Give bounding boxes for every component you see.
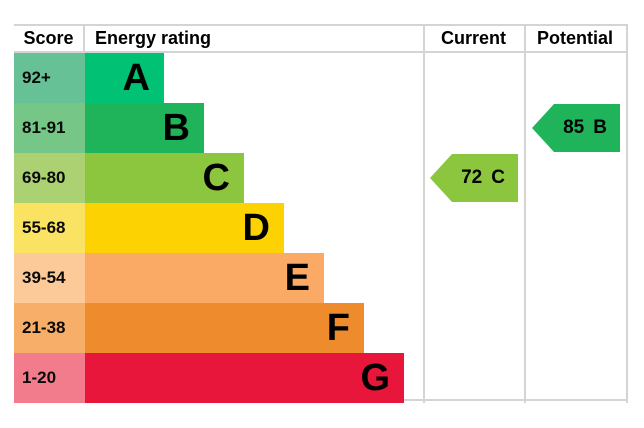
table-right-border (626, 26, 628, 403)
current-rating-value: 72 (461, 167, 483, 188)
band-row-E: 39-54 E (14, 253, 628, 303)
band-bar-C: C (85, 153, 244, 203)
score-range-B: 81-91 (14, 103, 85, 153)
band-bar-A: A (85, 53, 164, 103)
band-bar-B: B (85, 103, 204, 153)
current-rating-letter: C (491, 167, 505, 188)
band-row-D: 55-68 D (14, 203, 628, 253)
current-column-left-border (423, 26, 425, 403)
bands: 92+ A 81-91 B 69-80 C 55-68 D 39-54 E 21-38 F 1-20 G (14, 53, 628, 403)
score-range-F: 21-38 (14, 303, 85, 353)
score-range-D: 55-68 (14, 203, 85, 253)
potential-rating-value: 85 (563, 117, 585, 138)
band-bar-G: G (85, 353, 404, 403)
band-row-C: 69-80 C (14, 153, 628, 203)
score-range-A: 92+ (14, 53, 85, 103)
rating-table: Score Energy rating Current Potential 92… (14, 24, 628, 403)
header-divider (83, 26, 85, 51)
score-column-header: Score (23, 28, 74, 48)
score-range-C: 69-80 (14, 153, 85, 203)
potential-rating-arrow: 85 B (532, 104, 620, 152)
potential-rating-letter: B (593, 117, 607, 138)
current-column-header: Current (440, 28, 506, 48)
table-header: Score Energy rating Current Potential (14, 26, 628, 53)
potential-column-header: Potential (536, 28, 613, 48)
band-bar-E: E (85, 253, 324, 303)
band-bar-F: F (85, 303, 364, 353)
band-row-A: 92+ A (14, 53, 628, 103)
band-row-F: 21-38 F (14, 303, 628, 353)
potential-column-left-border (524, 26, 526, 403)
band-row-B: 81-91 B (14, 103, 628, 153)
band-bar-D: D (85, 203, 284, 253)
score-range-E: 39-54 (14, 253, 85, 303)
band-row-G: 1-20 G (14, 353, 628, 403)
score-range-G: 1-20 (14, 353, 85, 403)
energy-rating-column-header: Energy rating (95, 28, 212, 48)
